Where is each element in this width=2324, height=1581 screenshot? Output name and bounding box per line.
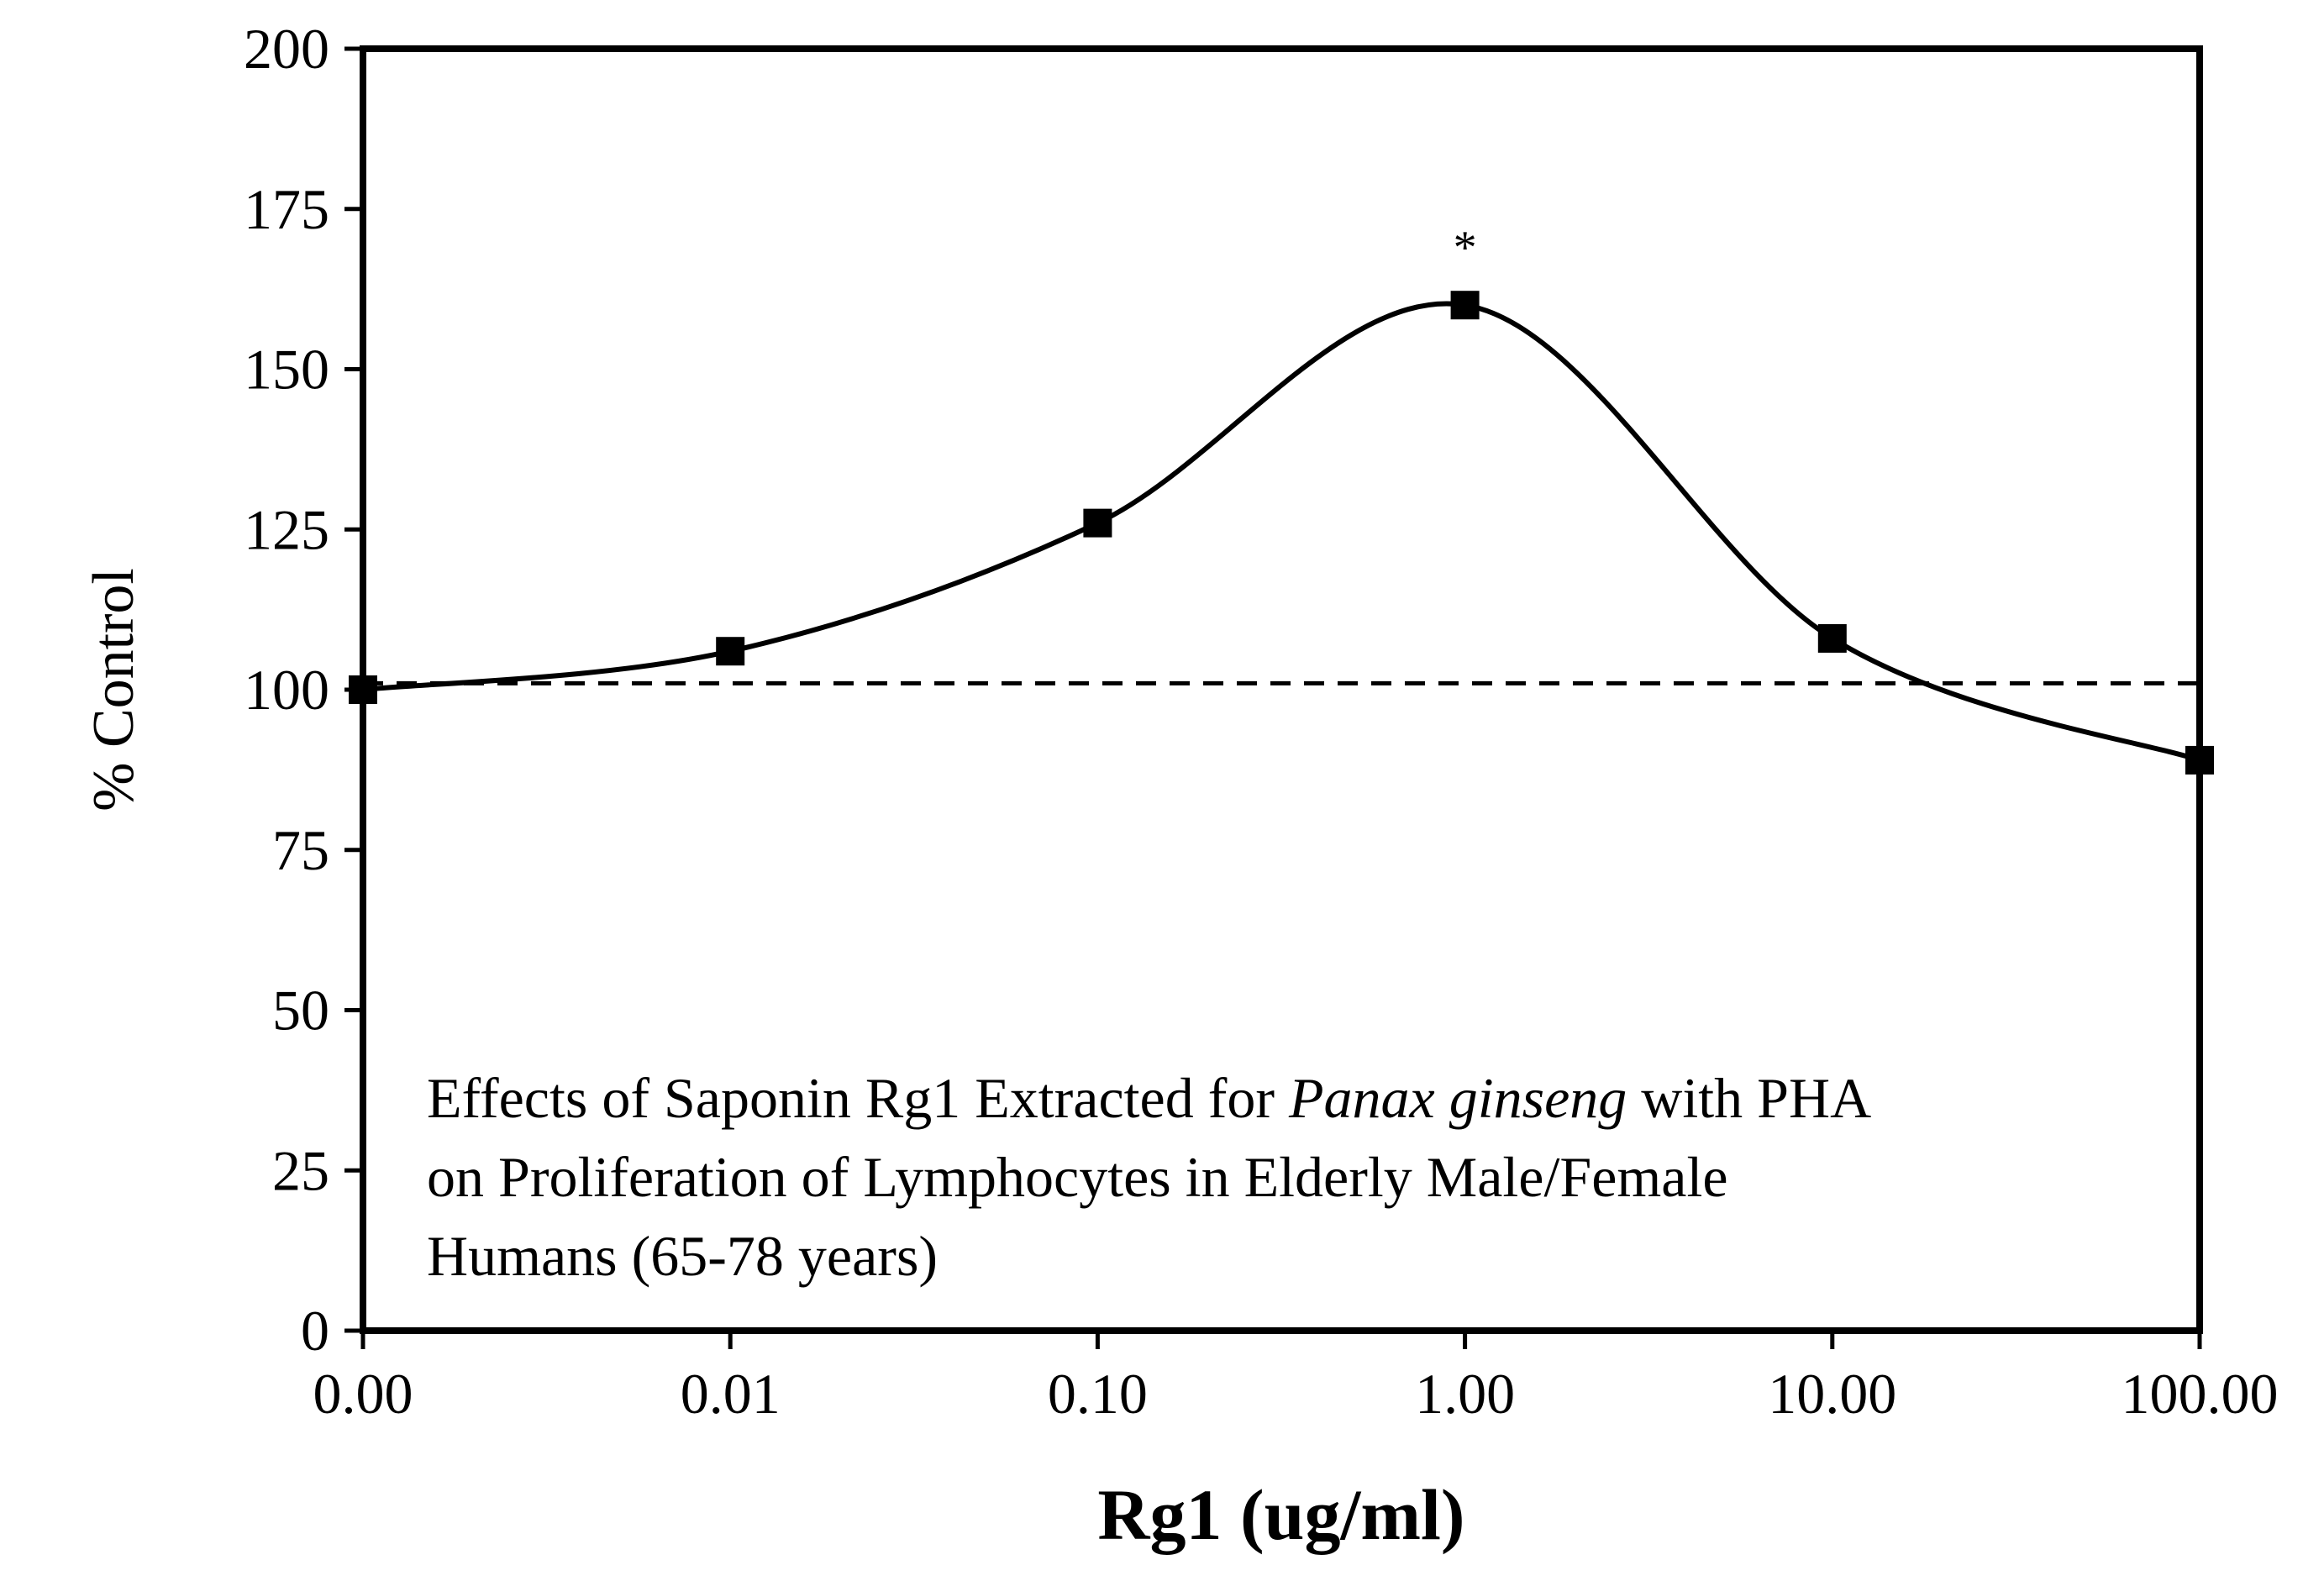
- annotation-line-2: on Proliferation of Lymphocytes in Elder…: [427, 1145, 1728, 1209]
- y-tick-label-75: 75: [272, 818, 329, 882]
- series-line: [362, 301, 2200, 763]
- y-tick-label-0: 0: [301, 1299, 329, 1363]
- annotation-line-1-part-1: Effects of Saponin Rg1 Extracted for: [427, 1066, 1289, 1130]
- significance-marker: *: [1454, 222, 1477, 274]
- y-tick-label-100: 100: [244, 658, 329, 722]
- y-axis: 0 25 50 75 100 125 150 175 200: [244, 17, 363, 1363]
- annotation-line-3: Humans (65-78 years): [427, 1224, 938, 1288]
- annotation-species-italic: Panax ginseng: [1288, 1066, 1627, 1130]
- y-tick-label-125: 125: [244, 497, 329, 561]
- y-tick-label-25: 25: [272, 1138, 329, 1202]
- data-point-0.10: [1083, 508, 1112, 538]
- data-point-1.00: [1450, 291, 1480, 320]
- y-tick-label-200: 200: [244, 17, 329, 81]
- annotation-line-1-part-2: with PHA: [1627, 1066, 1871, 1130]
- data-point-10.00: [1817, 623, 1847, 653]
- data-point-100.00: [2185, 745, 2214, 775]
- annotation-line-1: Effects of Saponin Rg1 Extracted for Pan…: [427, 1066, 1871, 1130]
- x-tick-label-2: 0.10: [1048, 1362, 1148, 1426]
- y-tick-label-150: 150: [244, 338, 329, 402]
- y-axis-title: % Control: [81, 568, 146, 812]
- plot-area-frame: [360, 45, 2203, 1334]
- x-axis-title: Rg1 (ug/ml): [1097, 1474, 1464, 1555]
- data-markers: [349, 291, 2214, 775]
- x-tick-label-4: 10.00: [1768, 1362, 1896, 1426]
- x-axis: 0.00 0.01 0.10 1.00 10.00 100.00: [313, 1331, 2279, 1426]
- x-tick-label-0: 0.00: [313, 1362, 413, 1426]
- y-tick-label-175: 175: [244, 177, 329, 241]
- data-point-0.00: [349, 675, 377, 704]
- y-tick-label-50: 50: [272, 979, 329, 1043]
- data-point-0.01: [716, 637, 745, 666]
- x-tick-label-1: 0.01: [681, 1362, 781, 1426]
- x-tick-label-3: 1.00: [1415, 1362, 1515, 1426]
- x-tick-label-5: 100.00: [2122, 1362, 2279, 1426]
